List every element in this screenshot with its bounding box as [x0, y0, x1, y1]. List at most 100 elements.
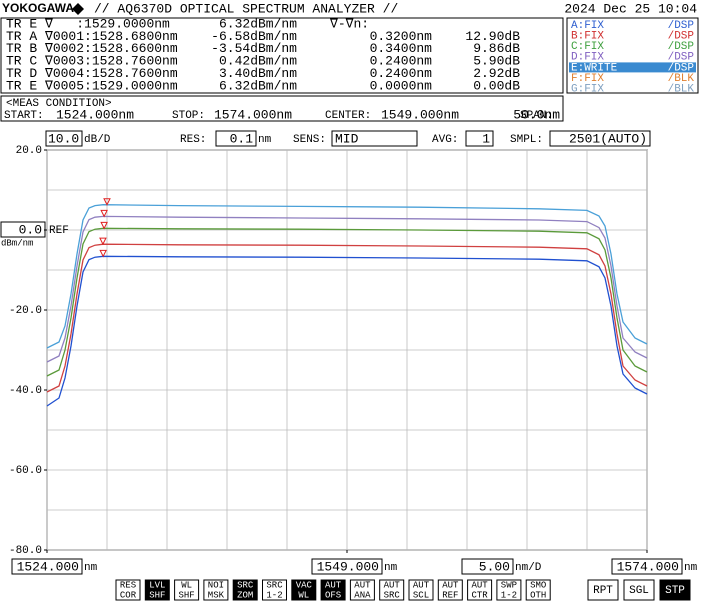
softkey-top[interactable]: NOI	[208, 580, 224, 590]
logo-diamond	[72, 3, 84, 15]
key[interactable]	[587, 579, 619, 601]
softkey[interactable]	[467, 579, 493, 601]
softkey-bottom[interactable]: ANA	[354, 590, 371, 600]
softkey[interactable]	[291, 579, 317, 601]
marker-wl: ∇ :1529.0000nm	[44, 16, 170, 31]
trace-mode: /BLK	[668, 73, 695, 85]
softkey[interactable]	[496, 579, 522, 601]
softkey-bottom[interactable]: CTR	[471, 590, 488, 600]
softkey-top[interactable]: AUT	[471, 580, 488, 590]
meas-label: START:	[4, 110, 44, 122]
y-tick-label: 20.0	[16, 145, 42, 157]
marker	[99, 249, 107, 258]
softkey[interactable]	[525, 579, 551, 601]
key[interactable]	[659, 579, 691, 601]
softkey-top[interactable]: AUT	[413, 580, 430, 590]
softkey[interactable]	[437, 579, 463, 601]
trace-label[interactable]: G:FIX	[571, 84, 604, 96]
value-box	[465, 130, 494, 147]
ref-label: REF	[49, 225, 69, 237]
marker	[100, 209, 108, 218]
trace-label[interactable]: C:FIX	[571, 41, 604, 53]
trace-label[interactable]: A:FIX	[571, 20, 604, 32]
softkey-bottom[interactable]: COR	[120, 590, 137, 600]
softkey-bottom[interactable]: REF	[442, 590, 458, 600]
trace-label[interactable]: D:FIX	[571, 52, 604, 64]
delta-level: 0.00dB	[473, 78, 520, 93]
softkey-top[interactable]: AUT	[325, 580, 342, 590]
softkey-top[interactable]: VAC	[296, 580, 313, 590]
y-tick-label: -60.0	[9, 465, 42, 477]
softkey-bottom[interactable]: OTH	[530, 590, 546, 600]
trace-label[interactable]: E:WRITE	[571, 62, 618, 74]
key-label[interactable]: SGL	[629, 585, 649, 597]
delta-level: 5.90dB	[473, 54, 520, 69]
value-box	[215, 130, 257, 147]
delta-level: 2.92dB	[473, 66, 520, 81]
softkey-bottom[interactable]: SCL	[413, 590, 429, 600]
softkey[interactable]	[379, 579, 405, 601]
softkey-top[interactable]: LVL	[149, 580, 165, 590]
delta-level: 12.90dB	[465, 29, 520, 44]
softkey-bottom[interactable]: SRC	[384, 590, 401, 600]
trace-mode: /DSP	[668, 62, 695, 74]
res: 0.1	[230, 131, 254, 146]
meas-value: 1574.000nm	[214, 107, 292, 122]
key[interactable]	[623, 579, 655, 601]
marker-level: 6.32dBm/nm	[219, 16, 297, 31]
x-div: 5.00	[479, 559, 510, 574]
softkey[interactable]	[232, 579, 258, 601]
softkey-top[interactable]: WL	[181, 580, 192, 590]
softkey-top[interactable]: SMO	[530, 580, 546, 590]
meas-title: <MEAS CONDITION>	[6, 98, 112, 110]
softkey-bottom[interactable]: ZOM	[237, 590, 253, 600]
key-label[interactable]: RPT	[593, 585, 613, 597]
softkey-top[interactable]: SRC	[237, 580, 254, 590]
softkey-top[interactable]: RES	[120, 580, 136, 590]
softkey-bottom[interactable]: MSK	[208, 590, 225, 600]
softkey-top[interactable]: AUT	[354, 580, 371, 590]
key-label[interactable]: STP	[665, 585, 685, 597]
trace-id: TR E	[6, 78, 37, 93]
softkey[interactable]	[115, 579, 141, 601]
smpl-label: SMPL:	[510, 134, 543, 146]
softkey[interactable]	[203, 579, 229, 601]
marker-level: 6.32dBm/nm	[219, 78, 297, 93]
softkey-top[interactable]: SWP	[501, 580, 517, 590]
softkey[interactable]	[262, 579, 287, 601]
marker	[99, 237, 107, 246]
value-box	[45, 130, 83, 147]
softkey-bottom[interactable]: SHF	[178, 590, 194, 600]
trace-label[interactable]: F:FIX	[571, 73, 604, 85]
softkey[interactable]	[408, 579, 434, 601]
softkey[interactable]	[320, 579, 346, 601]
softkey[interactable]	[144, 579, 170, 601]
marker-table-box	[0, 17, 564, 94]
softkey-top[interactable]: AUT	[442, 580, 459, 590]
softkey-bottom[interactable]: OFS	[325, 590, 341, 600]
softkey-top[interactable]: SRC	[266, 580, 283, 590]
meas-label: CENTER:	[325, 110, 371, 122]
smpl: 2501(AUTO)	[569, 131, 647, 146]
delta-wl: 0.2400nm	[370, 54, 433, 69]
y-tick-label: -20.0	[9, 305, 42, 317]
marker-level: -3.54dBm/nm	[211, 41, 297, 56]
softkey[interactable]	[349, 579, 375, 601]
softkey[interactable]	[174, 579, 200, 601]
meas-value: 1549.000nm	[381, 107, 459, 122]
softkey-bottom[interactable]: 1-2	[266, 590, 282, 600]
meas-value: 1524.000nm	[56, 107, 134, 122]
trace-panel-box	[566, 17, 699, 94]
marker-wl: ∇0004:1528.7600nm	[44, 66, 178, 81]
trace-line	[46, 243, 648, 393]
softkey-bottom[interactable]: SHF	[149, 590, 165, 600]
delta-header: ∇-∇n:	[329, 16, 369, 31]
delta-wl: 0.2400nm	[370, 66, 433, 81]
softkey-top[interactable]: AUT	[384, 580, 401, 590]
trace-id: TR B	[6, 41, 37, 56]
trace-label[interactable]: B:FIX	[571, 31, 604, 43]
softkey-bottom[interactable]: 1-2	[501, 590, 517, 600]
softkey-bottom[interactable]: WL	[298, 590, 309, 600]
marker	[100, 221, 108, 230]
